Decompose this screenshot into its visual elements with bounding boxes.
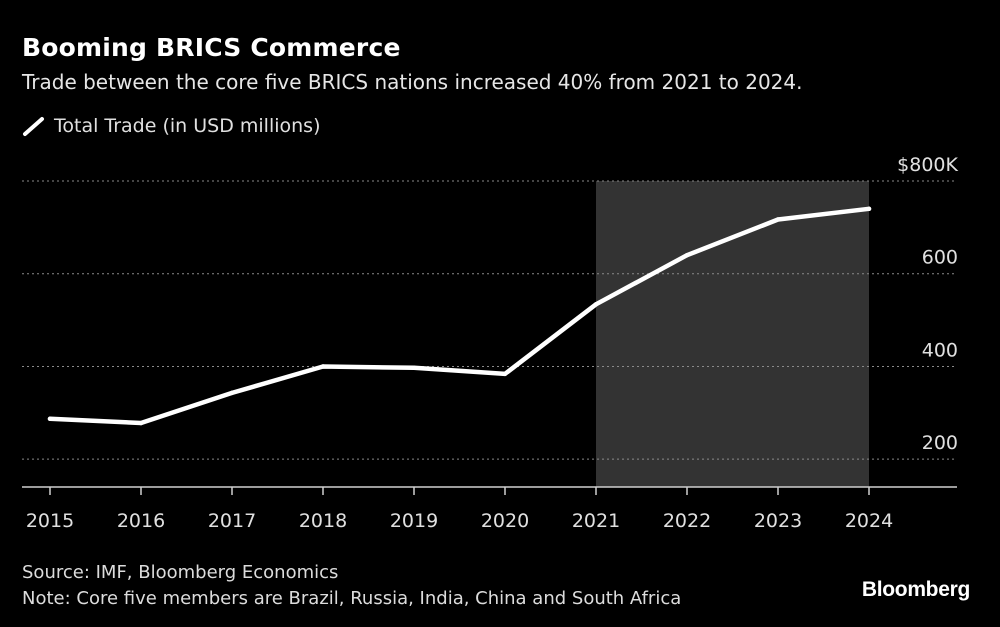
- x-tick-label: 2019: [390, 510, 438, 532]
- x-tick-label: 2020: [481, 510, 529, 532]
- data-point: [320, 364, 326, 369]
- legend-line-icon: [23, 117, 44, 136]
- bloomberg-logo: Bloomberg: [861, 578, 970, 601]
- data-point: [229, 390, 235, 396]
- data-point: [411, 365, 417, 371]
- chart-subtitle: Trade between the core five BRICS nation…: [22, 70, 803, 94]
- x-tick-label: 2017: [208, 510, 256, 532]
- data-point: [138, 420, 144, 426]
- data-point: [866, 206, 872, 212]
- y-tick-label: $800K: [897, 154, 958, 176]
- legend: Total Trade (in USD millions): [22, 115, 320, 137]
- x-tick-label: 2018: [299, 510, 347, 532]
- data-point: [775, 217, 781, 222]
- data-point: [47, 416, 53, 422]
- x-tick-label: 2015: [26, 510, 74, 532]
- data-point: [502, 371, 508, 377]
- highlight-region: [596, 181, 869, 487]
- series-line-total-trade: [47, 206, 872, 426]
- y-tick-label: 400: [922, 339, 958, 361]
- footer: Source: IMF, Bloomberg Economics Note: C…: [22, 560, 681, 612]
- x-tick-label: 2024: [845, 510, 893, 532]
- x-tick-label: 2023: [754, 510, 802, 532]
- data-point: [593, 302, 599, 307]
- y-tick-label: 600: [922, 247, 958, 269]
- data-point: [684, 252, 690, 258]
- x-tick-label: 2021: [572, 510, 620, 532]
- x-tick-label: 2016: [117, 510, 165, 532]
- y-tick-label: 200: [922, 432, 958, 454]
- source-note: Source: IMF, Bloomberg Economics: [22, 562, 339, 583]
- legend-label: Total Trade (in USD millions): [54, 115, 321, 137]
- x-tick-label: 2022: [663, 510, 711, 532]
- chart-title: Booming BRICS Commerce: [22, 33, 401, 62]
- footnote: Note: Core five members are Brazil, Russ…: [22, 588, 682, 609]
